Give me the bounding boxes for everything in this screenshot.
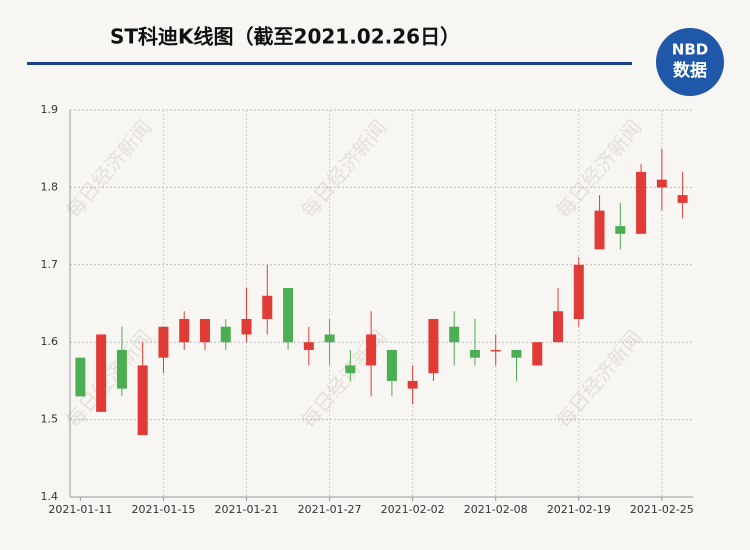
x-tick-label: 2021-01-27 xyxy=(298,503,362,516)
x-tick-label: 2021-02-19 xyxy=(547,503,611,516)
plot: 1.4 1.5 1.6 1.7 1.8 1.9 2021-01-11 2021-01-15 20… xyxy=(41,103,694,516)
candle-body xyxy=(158,326,169,358)
x-tick-label: 2021-02-25 xyxy=(630,503,694,516)
candle-body xyxy=(283,288,294,343)
candle-body xyxy=(75,357,86,397)
logo-label: 数据 xyxy=(673,60,707,81)
y-tick-label: 1.6 xyxy=(41,335,59,348)
y-tick-label: 1.5 xyxy=(41,413,59,426)
candle-body xyxy=(116,349,127,389)
candle-body xyxy=(220,326,231,343)
candle-body xyxy=(303,342,314,350)
candle-body xyxy=(511,349,522,358)
candle-body xyxy=(241,318,252,335)
y-tick-label: 1.9 xyxy=(41,103,59,116)
candle-body xyxy=(366,334,377,366)
logo-brand: NBD xyxy=(672,41,708,59)
x-tick-label: 2021-02-02 xyxy=(381,503,445,516)
y-tick-label: 1.8 xyxy=(41,180,59,193)
candle-body xyxy=(428,318,439,374)
title-rule xyxy=(27,62,632,65)
x-tick-label: 2021-01-15 xyxy=(131,503,195,516)
candle-body xyxy=(656,179,667,188)
x-tick-label: 2021-01-21 xyxy=(215,503,279,516)
watermark: 每日经济新闻 xyxy=(551,115,647,222)
candle-body xyxy=(553,311,564,343)
candle-body xyxy=(199,318,210,343)
candle-body xyxy=(96,334,107,412)
logo xyxy=(656,28,724,96)
chart-title: ST科迪K线图（截至2021.02.26日） xyxy=(110,25,460,49)
candle-body xyxy=(469,349,480,358)
x-tick-label: 2021-01-11 xyxy=(48,503,112,516)
candle-body xyxy=(345,365,356,374)
candle-body xyxy=(137,365,148,436)
y-tick-label: 1.7 xyxy=(41,258,59,271)
watermark: 每日经济新闻 xyxy=(551,325,647,432)
candle-body xyxy=(449,326,460,343)
x-tick-label: 2021-02-08 xyxy=(464,503,528,516)
watermark: 每日经济新闻 xyxy=(296,115,392,222)
candle-body xyxy=(407,380,418,389)
candle-body xyxy=(179,318,190,343)
candle-body xyxy=(490,349,501,352)
watermark: 每日经济新闻 xyxy=(61,115,157,222)
candle-body xyxy=(594,210,605,250)
watermark: 每日经济新闻 xyxy=(296,325,392,432)
candle-body xyxy=(573,264,584,319)
candle-body xyxy=(532,342,543,366)
candle-body xyxy=(615,226,626,234)
candle-body xyxy=(386,349,397,381)
y-tick-label: 1.4 xyxy=(41,490,59,503)
candle-body xyxy=(677,195,688,203)
candle-body xyxy=(262,295,273,319)
candle-body xyxy=(636,171,647,234)
candle-body xyxy=(324,334,335,343)
